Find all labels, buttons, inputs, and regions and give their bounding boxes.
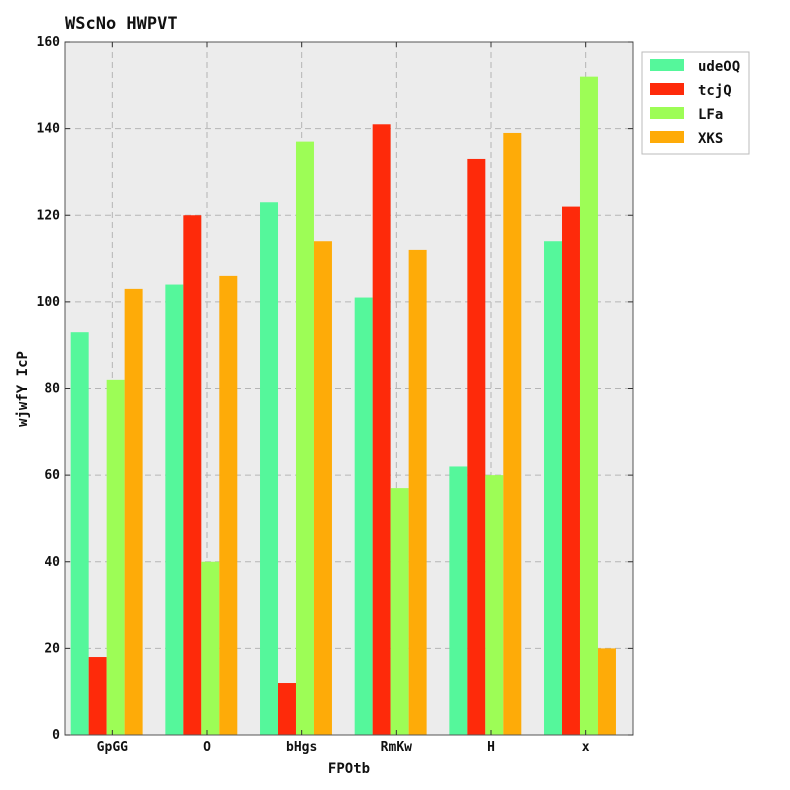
x-axis-title: FPOtb [328, 761, 370, 777]
y-tick-label: 40 [44, 555, 60, 570]
x-tick-label: GpGG [97, 740, 128, 755]
bar-XKS-O [219, 275, 238, 735]
bar-tcjQ-O [183, 215, 202, 735]
bar-LFa-bHgs [295, 141, 314, 735]
y-tick-label: 0 [52, 728, 60, 743]
chart-title: WScNo HWPVT [65, 14, 178, 34]
x-tick-label: O [203, 740, 211, 755]
legend-swatch [650, 131, 684, 143]
bar-tcjQ-RmKw [372, 124, 391, 735]
bar-LFa-RmKw [390, 488, 409, 735]
x-tick-label: RmKw [381, 740, 412, 755]
legend-label: tcjQ [698, 83, 732, 99]
bar-LFa-x [579, 76, 598, 735]
y-tick-label: 140 [37, 122, 61, 137]
y-tick-label: 100 [37, 295, 61, 310]
legend[interactable]: udeOQ tcjQ LFa XKS [641, 51, 750, 155]
bar-udeOQ-x [544, 241, 562, 736]
bar-XKS-RmKw [408, 249, 427, 735]
bar-XKS-H [503, 132, 522, 736]
legend-label: udeOQ [698, 59, 740, 75]
bar-LFa-H [485, 475, 504, 735]
bar-tcjQ-H [467, 158, 486, 736]
y-tick-label: 120 [37, 208, 61, 223]
x-tick-label: bHgs [286, 740, 317, 755]
bar-udeOQ-GpGG [70, 332, 89, 735]
bar-udeOQ-RmKw [354, 297, 373, 735]
bar-udeOQ-O [165, 284, 184, 735]
y-tick-label: 60 [44, 468, 60, 483]
bar-udeOQ-bHgs [260, 202, 278, 736]
x-tick-label: H [487, 740, 495, 755]
legend-swatch [650, 83, 684, 95]
bar-tcjQ-GpGG [88, 657, 107, 735]
legend-label: XKS [698, 131, 723, 147]
bar-LFa-GpGG [106, 379, 125, 735]
bar-XKS-GpGG [124, 288, 143, 735]
y-tick-label: 20 [44, 641, 60, 656]
bar-tcjQ-bHgs [278, 683, 296, 735]
bar-udeOQ-H [449, 466, 468, 735]
bar-XKS-x [597, 648, 616, 735]
bars [70, 76, 616, 736]
y-axis-title: wjwfY IcP [15, 351, 31, 427]
bar-XKS-bHgs [313, 241, 332, 736]
y-tick-label: 80 [44, 382, 60, 397]
bar-LFa-O [201, 561, 220, 735]
legend-swatch [650, 107, 684, 119]
legend-swatch [650, 59, 684, 71]
x-tick-label: x [582, 740, 590, 755]
bar-tcjQ-x [562, 206, 580, 735]
y-tick-label: 160 [37, 35, 61, 50]
legend-label: LFa [698, 107, 723, 123]
